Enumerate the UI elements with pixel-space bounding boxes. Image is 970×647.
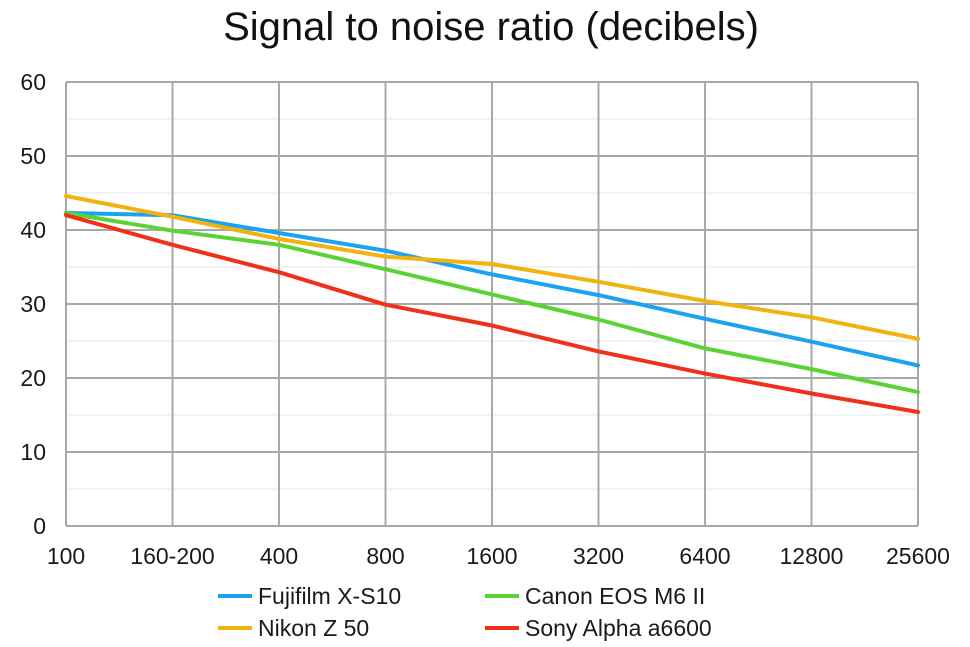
x-tick-label: 400 (260, 543, 298, 569)
legend-label: Canon EOS M6 II (525, 583, 705, 609)
y-tick-label: 60 (20, 69, 46, 95)
y-tick-label: 40 (20, 217, 46, 243)
series-line (64, 211, 920, 395)
x-tick-label: 160-200 (130, 543, 214, 569)
y-tick-label: 50 (20, 143, 46, 169)
x-tick-label: 1600 (466, 543, 517, 569)
legend: Fujifilm X-S10 Canon EOS M6 II Nikon Z 50 S… (218, 583, 712, 641)
x-tick-label: 100 (47, 543, 85, 569)
chart-title: Signal to noise ratio (decibels) (223, 5, 759, 49)
x-tick-label: 6400 (679, 543, 730, 569)
legend-label: Nikon Z 50 (258, 615, 369, 641)
y-axis-ticks: 0 10 20 30 40 50 60 (20, 69, 46, 539)
x-axis-ticks: 100 160-200 400 800 1600 3200 6400 12800 25600 (47, 543, 950, 569)
series-line (64, 211, 920, 368)
series-line (64, 194, 920, 341)
major-gridlines (65, 81, 919, 527)
x-tick-label: 25600 (886, 543, 950, 569)
y-tick-label: 0 (33, 513, 46, 539)
series-line (64, 213, 920, 414)
y-tick-label: 30 (20, 291, 46, 317)
legend-label: Sony Alpha a6600 (525, 615, 712, 641)
y-tick-label: 10 (20, 439, 46, 465)
legend-label: Fujifilm X-S10 (258, 583, 401, 609)
y-tick-label: 20 (20, 365, 46, 391)
x-tick-label: 12800 (780, 543, 844, 569)
x-tick-label: 800 (366, 543, 404, 569)
series-lines (64, 194, 920, 414)
x-tick-label: 3200 (573, 543, 624, 569)
